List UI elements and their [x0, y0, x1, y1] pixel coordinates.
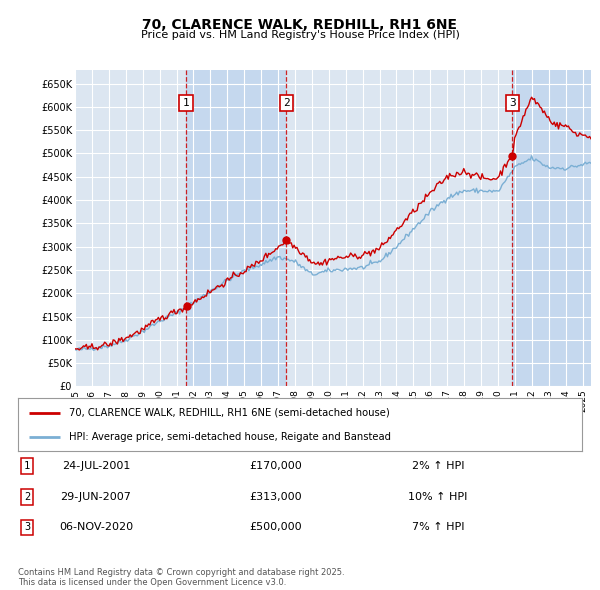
Text: 1: 1: [182, 98, 190, 108]
Text: 2: 2: [24, 492, 30, 502]
Text: 70, CLARENCE WALK, REDHILL, RH1 6NE: 70, CLARENCE WALK, REDHILL, RH1 6NE: [143, 18, 458, 32]
Text: £313,000: £313,000: [250, 492, 302, 502]
Text: 7% ↑ HPI: 7% ↑ HPI: [412, 523, 464, 532]
Text: 1: 1: [24, 461, 30, 471]
Text: Price paid vs. HM Land Registry's House Price Index (HPI): Price paid vs. HM Land Registry's House …: [140, 30, 460, 40]
Text: £500,000: £500,000: [250, 523, 302, 532]
Text: 10% ↑ HPI: 10% ↑ HPI: [409, 492, 467, 502]
Text: 70, CLARENCE WALK, REDHILL, RH1 6NE (semi-detached house): 70, CLARENCE WALK, REDHILL, RH1 6NE (sem…: [69, 408, 389, 418]
Text: Contains HM Land Registry data © Crown copyright and database right 2025.
This d: Contains HM Land Registry data © Crown c…: [18, 568, 344, 587]
Text: 2: 2: [283, 98, 290, 108]
Text: £170,000: £170,000: [250, 461, 302, 471]
Text: 3: 3: [24, 523, 30, 532]
Text: HPI: Average price, semi-detached house, Reigate and Banstead: HPI: Average price, semi-detached house,…: [69, 432, 391, 442]
Bar: [512, 70, 591, 386]
Text: 3: 3: [509, 98, 516, 108]
Text: 29-JUN-2007: 29-JUN-2007: [61, 492, 131, 502]
Bar: [186, 70, 286, 386]
Text: 06-NOV-2020: 06-NOV-2020: [59, 523, 133, 532]
Text: 24-JUL-2001: 24-JUL-2001: [62, 461, 130, 471]
Text: 2% ↑ HPI: 2% ↑ HPI: [412, 461, 464, 471]
